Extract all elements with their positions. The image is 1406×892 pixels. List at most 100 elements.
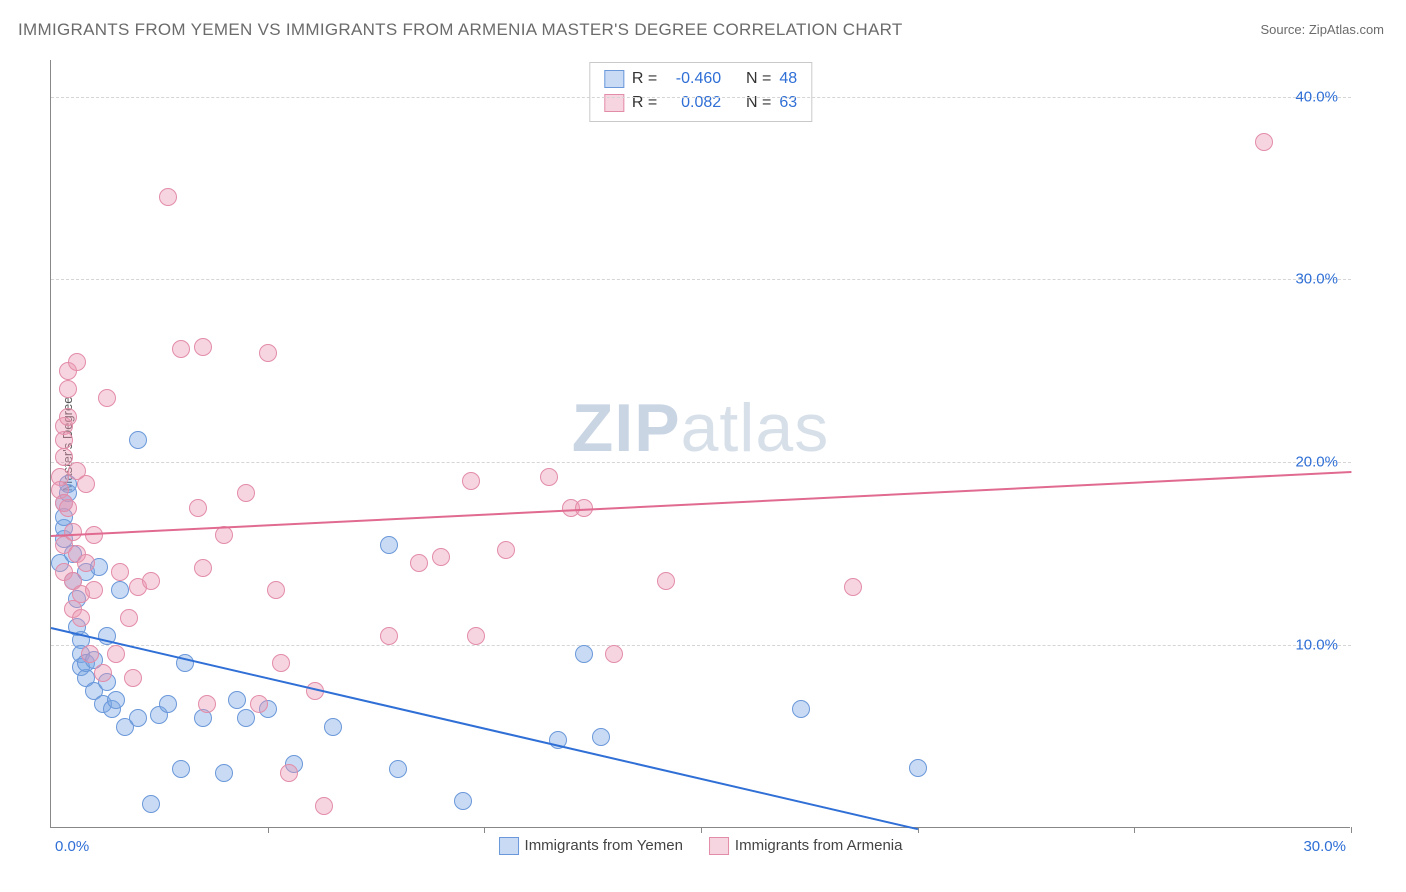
data-point — [189, 499, 207, 517]
data-point — [280, 764, 298, 782]
y-tick-label: 10.0% — [1295, 637, 1338, 654]
data-point — [410, 554, 428, 572]
data-point — [272, 654, 290, 672]
data-point — [85, 581, 103, 599]
gridline — [51, 645, 1351, 646]
data-point — [142, 572, 160, 590]
data-point — [1255, 133, 1273, 151]
x-tick-mark — [1134, 827, 1135, 833]
data-point — [909, 759, 927, 777]
data-point — [129, 709, 147, 727]
data-point — [68, 353, 86, 371]
x-tick-mark — [484, 827, 485, 833]
gridline — [51, 462, 1351, 463]
data-point — [64, 523, 82, 541]
data-point — [467, 627, 485, 645]
r-value-yemen: -0.460 — [665, 70, 721, 88]
stats-row-yemen: R = -0.460 N = 48 — [604, 67, 797, 91]
data-point — [194, 338, 212, 356]
data-point — [59, 499, 77, 517]
data-point — [198, 695, 216, 713]
data-point — [250, 695, 268, 713]
data-point — [540, 468, 558, 486]
data-point — [77, 475, 95, 493]
data-point — [592, 728, 610, 746]
data-point — [259, 344, 277, 362]
data-point — [380, 536, 398, 554]
swatch-armenia — [709, 837, 729, 855]
data-point — [605, 645, 623, 663]
data-point — [81, 645, 99, 663]
data-point — [159, 695, 177, 713]
watermark-bold: ZIP — [572, 390, 681, 466]
y-tick-label: 40.0% — [1295, 88, 1338, 105]
data-point — [124, 669, 142, 687]
data-point — [159, 188, 177, 206]
data-point — [72, 609, 90, 627]
data-point — [389, 760, 407, 778]
r-label: R = — [632, 70, 657, 88]
trend-line — [51, 471, 1351, 537]
data-point — [55, 448, 73, 466]
data-point — [454, 792, 472, 810]
data-point — [59, 380, 77, 398]
n-label: N = — [746, 70, 771, 88]
x-tick-max: 30.0% — [1303, 838, 1346, 855]
data-point — [657, 572, 675, 590]
trend-line — [51, 627, 918, 830]
stats-legend: R = -0.460 N = 48 R = 0.082 N = 63 — [589, 62, 812, 122]
y-tick-label: 30.0% — [1295, 271, 1338, 288]
data-point — [792, 700, 810, 718]
data-point — [111, 563, 129, 581]
gridline — [51, 279, 1351, 280]
data-point — [315, 797, 333, 815]
data-point — [120, 609, 138, 627]
data-point — [85, 526, 103, 544]
series-legend: Immigrants from Yemen Immigrants from Ar… — [499, 837, 903, 855]
series-name-yemen: Immigrants from Yemen — [525, 837, 683, 854]
data-point — [237, 709, 255, 727]
data-point — [142, 795, 160, 813]
series-name-armenia: Immigrants from Armenia — [735, 837, 903, 854]
x-tick-mark — [1351, 827, 1352, 833]
legend-item-yemen: Immigrants from Yemen — [499, 837, 683, 855]
x-tick-mark — [268, 827, 269, 833]
stats-row-armenia: R = 0.082 N = 63 — [604, 91, 797, 115]
swatch-yemen — [604, 70, 624, 88]
source-label: Source: ZipAtlas.com — [1260, 22, 1384, 37]
watermark-rest: atlas — [681, 390, 830, 466]
watermark: ZIPatlas — [572, 389, 829, 467]
y-tick-label: 20.0% — [1295, 454, 1338, 471]
x-tick-mark — [701, 827, 702, 833]
n-value-yemen: 48 — [779, 70, 797, 88]
x-tick-min: 0.0% — [55, 838, 89, 855]
data-point — [380, 627, 398, 645]
data-point — [107, 645, 125, 663]
data-point — [432, 548, 450, 566]
data-point — [111, 581, 129, 599]
data-point — [267, 581, 285, 599]
data-point — [55, 431, 73, 449]
swatch-yemen — [499, 837, 519, 855]
scatter-plot: ZIPatlas R = -0.460 N = 48 R = 0.082 N =… — [50, 60, 1350, 828]
legend-item-armenia: Immigrants from Armenia — [709, 837, 903, 855]
data-point — [98, 389, 116, 407]
data-point — [237, 484, 255, 502]
data-point — [497, 541, 515, 559]
data-point — [94, 664, 112, 682]
data-point — [59, 408, 77, 426]
data-point — [575, 645, 593, 663]
data-point — [107, 691, 125, 709]
data-point — [194, 559, 212, 577]
data-point — [129, 431, 147, 449]
data-point — [228, 691, 246, 709]
data-point — [324, 718, 342, 736]
chart-container: Master's Degree ZIPatlas R = -0.460 N = … — [50, 60, 1350, 828]
data-point — [844, 578, 862, 596]
chart-title: IMMIGRANTS FROM YEMEN VS IMMIGRANTS FROM… — [18, 20, 903, 40]
data-point — [215, 764, 233, 782]
data-point — [77, 554, 95, 572]
data-point — [172, 760, 190, 778]
gridline — [51, 97, 1351, 98]
data-point — [462, 472, 480, 490]
